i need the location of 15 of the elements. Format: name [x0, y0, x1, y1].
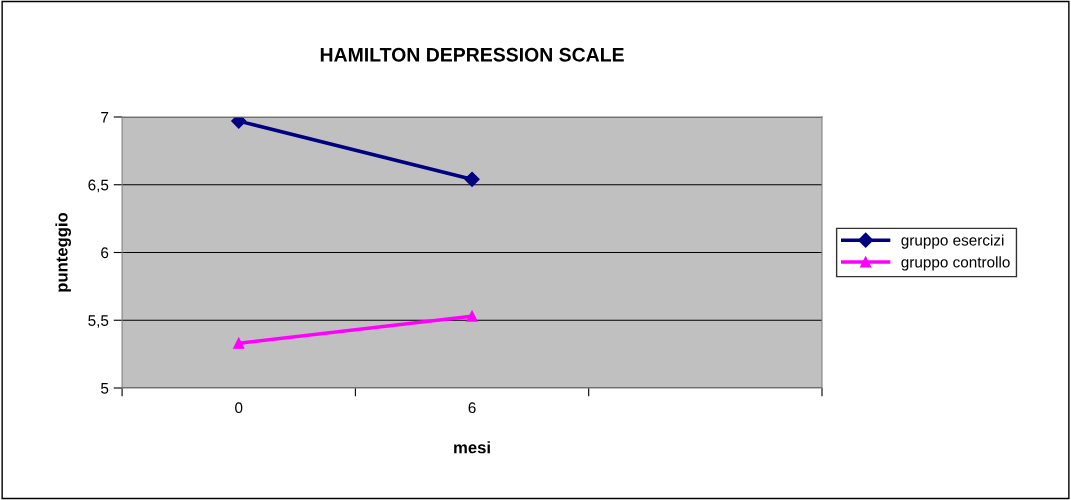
point: [466, 310, 478, 322]
chart-title: HAMILTON DEPRESSION SCALE: [320, 47, 624, 62]
x-axis-title: mesi: [454, 441, 490, 454]
y-tick-label: 5,5: [88, 315, 109, 328]
x-tick-label: 0: [235, 402, 243, 414]
point: [464, 171, 480, 187]
legend-label: gruppo esercizi: [901, 234, 1004, 249]
y-tick-label: 5: [101, 383, 109, 394]
y-tick-label: 6,5: [88, 179, 109, 193]
point: [233, 337, 245, 349]
point: [231, 117, 247, 129]
y-tick-label: 6: [101, 247, 109, 259]
y-tick-label: 7: [101, 112, 109, 123]
legend-label: gruppo controllo: [901, 256, 1010, 271]
y-axis-title: punteggio: [55, 212, 71, 292]
